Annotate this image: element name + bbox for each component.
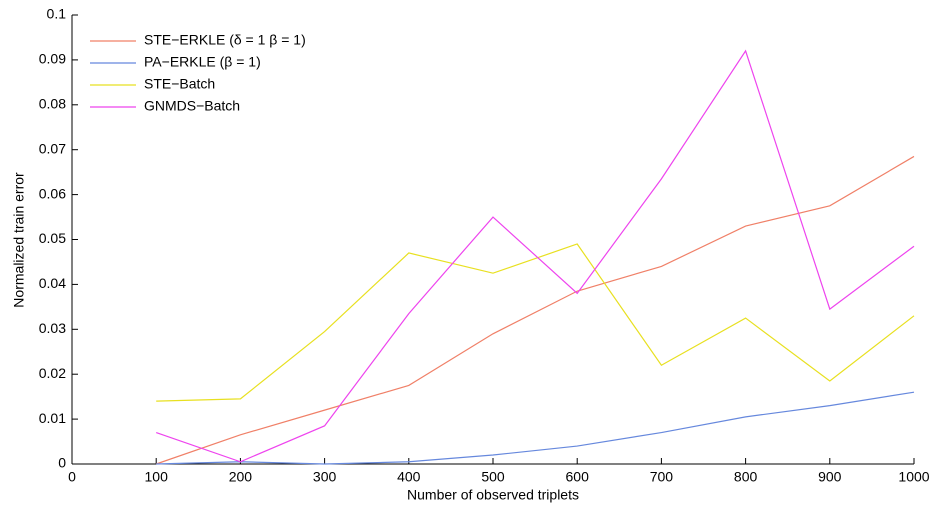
series-line — [156, 155, 915, 465]
y-tick-label: 0.04 — [39, 275, 66, 291]
x-axis-label: Number of observed triplets — [407, 487, 579, 503]
y-tick-label: 0.01 — [39, 410, 66, 426]
series-line — [156, 391, 915, 465]
y-axis-label: Normalized train error — [11, 172, 27, 308]
x-tick-label: 900 — [818, 469, 842, 485]
x-tick-label: 200 — [229, 469, 253, 485]
legend-label: GNMDS−Batch — [144, 98, 240, 114]
legend-label: STE−ERKLE (δ = 1 β = 1) — [144, 32, 306, 48]
series-line — [156, 243, 915, 402]
x-tick-label: 400 — [397, 469, 421, 485]
y-tick-label: 0 — [58, 455, 66, 471]
legend-label: STE−Batch — [144, 76, 215, 92]
x-tick-label: 600 — [566, 469, 590, 485]
x-tick-label: 0 — [68, 469, 76, 485]
y-tick-label: 0.05 — [39, 230, 66, 246]
x-tick-label: 1000 — [898, 469, 929, 485]
y-tick-label: 0.07 — [39, 140, 66, 156]
y-tick-label: 0.08 — [39, 96, 66, 112]
y-tick-label: 0.06 — [39, 185, 66, 201]
y-tick-label: 0.02 — [39, 365, 66, 381]
legend-label: PA−ERKLE (β = 1) — [144, 54, 261, 70]
y-tick-label: 0.09 — [39, 51, 66, 67]
y-tick-label: 0.03 — [39, 320, 66, 336]
x-tick-label: 300 — [313, 469, 337, 485]
x-tick-label: 800 — [734, 469, 758, 485]
series-line — [156, 49, 915, 463]
x-tick-label: 700 — [650, 469, 674, 485]
y-tick-label: 0.1 — [47, 6, 67, 22]
x-tick-label: 500 — [481, 469, 505, 485]
x-tick-label: 100 — [145, 469, 169, 485]
